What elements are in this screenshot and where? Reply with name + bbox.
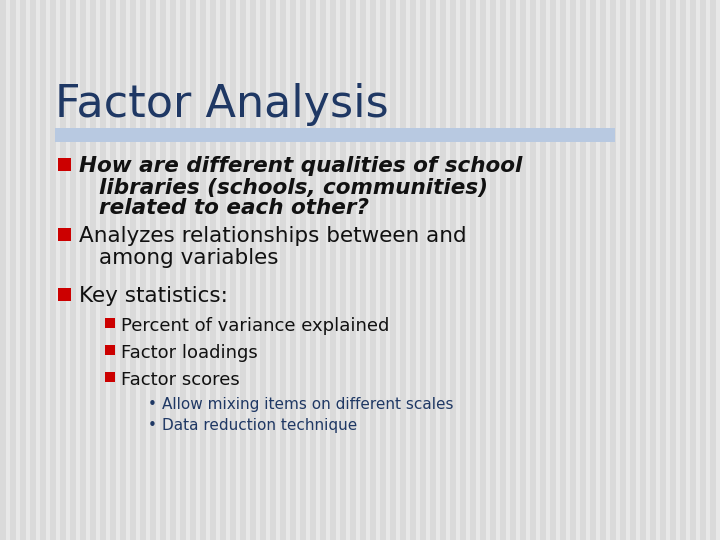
Bar <box>105 372 115 382</box>
Bar <box>640 0 646 540</box>
Bar <box>440 0 446 540</box>
Bar <box>650 0 656 540</box>
Bar <box>550 0 556 540</box>
Bar <box>500 0 506 540</box>
Bar <box>110 0 116 540</box>
Text: Factor scores: Factor scores <box>121 371 240 389</box>
Bar <box>310 0 316 540</box>
Bar <box>420 0 426 540</box>
Bar <box>130 0 136 540</box>
Bar <box>410 0 416 540</box>
Bar <box>660 0 666 540</box>
Bar <box>710 0 716 540</box>
Text: Factor Analysis: Factor Analysis <box>55 84 389 126</box>
Bar <box>430 0 436 540</box>
Bar <box>620 0 626 540</box>
Bar <box>300 0 306 540</box>
Bar <box>105 345 115 355</box>
Bar <box>58 288 71 301</box>
Bar <box>670 0 676 540</box>
Bar <box>490 0 496 540</box>
Bar <box>280 0 286 540</box>
Bar <box>40 0 46 540</box>
Bar <box>220 0 226 540</box>
Bar <box>20 0 26 540</box>
Bar <box>120 0 126 540</box>
Bar <box>630 0 636 540</box>
Bar <box>530 0 536 540</box>
Text: libraries (schools, communities): libraries (schools, communities) <box>99 178 488 198</box>
Text: Data reduction technique: Data reduction technique <box>162 418 357 433</box>
Bar <box>690 0 696 540</box>
Text: related to each other?: related to each other? <box>99 198 369 218</box>
Bar <box>210 0 216 540</box>
Bar <box>50 0 56 540</box>
Bar <box>140 0 146 540</box>
Bar <box>460 0 466 540</box>
Bar <box>290 0 296 540</box>
Bar <box>105 318 115 328</box>
Bar <box>680 0 686 540</box>
Text: among variables: among variables <box>99 248 279 268</box>
Bar <box>700 0 706 540</box>
Bar <box>10 0 16 540</box>
Bar <box>230 0 236 540</box>
Bar <box>560 0 566 540</box>
Bar <box>330 0 336 540</box>
Bar <box>400 0 406 540</box>
Bar <box>270 0 276 540</box>
Bar <box>610 0 616 540</box>
Bar <box>510 0 516 540</box>
Bar <box>240 0 246 540</box>
Bar <box>180 0 186 540</box>
Bar <box>580 0 586 540</box>
Bar <box>350 0 356 540</box>
Bar <box>55 128 615 142</box>
Bar <box>160 0 166 540</box>
Bar <box>30 0 36 540</box>
Bar <box>150 0 156 540</box>
Bar <box>80 0 86 540</box>
Bar <box>60 0 66 540</box>
Bar <box>450 0 456 540</box>
Bar <box>470 0 476 540</box>
Bar <box>250 0 256 540</box>
Bar <box>58 158 71 171</box>
Bar <box>58 228 71 241</box>
Bar <box>0 0 6 540</box>
Text: •: • <box>148 418 157 433</box>
Text: •: • <box>148 397 157 412</box>
Bar <box>390 0 396 540</box>
Bar <box>600 0 606 540</box>
Text: Allow mixing items on different scales: Allow mixing items on different scales <box>162 397 454 412</box>
Bar <box>370 0 376 540</box>
Bar <box>260 0 266 540</box>
Bar <box>190 0 196 540</box>
Bar <box>360 0 366 540</box>
Bar <box>200 0 206 540</box>
Bar <box>90 0 96 540</box>
Bar <box>70 0 76 540</box>
Text: Key statistics:: Key statistics: <box>79 286 228 306</box>
Bar <box>380 0 386 540</box>
Bar <box>340 0 346 540</box>
Bar <box>520 0 526 540</box>
Bar <box>590 0 596 540</box>
Bar <box>480 0 486 540</box>
Bar <box>320 0 326 540</box>
Bar <box>570 0 576 540</box>
Text: Factor loadings: Factor loadings <box>121 344 258 362</box>
Bar <box>100 0 106 540</box>
Bar <box>170 0 176 540</box>
Text: Analyzes relationships between and: Analyzes relationships between and <box>79 226 467 246</box>
Bar <box>540 0 546 540</box>
Text: How are different qualities of school: How are different qualities of school <box>79 156 523 176</box>
Text: Percent of variance explained: Percent of variance explained <box>121 317 390 335</box>
